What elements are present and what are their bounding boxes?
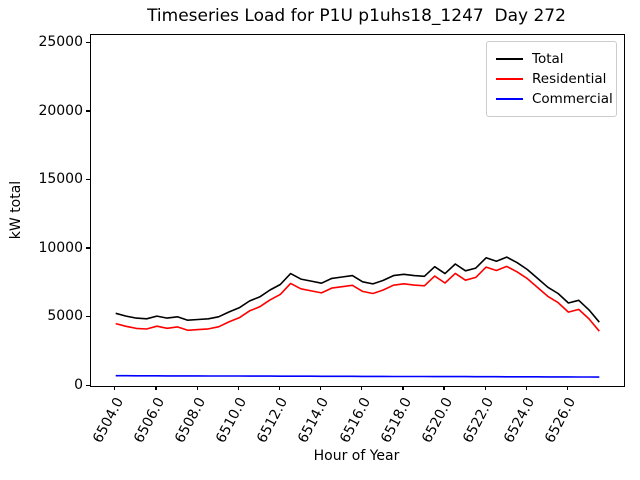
y-axis-label: kW total	[8, 180, 24, 240]
legend-label-total: Total	[532, 51, 564, 67]
x-tick-mark	[484, 386, 486, 390]
chart-title: Timeseries Load for P1U p1uhs18_1247 Day…	[147, 6, 566, 26]
total-line-sample	[496, 58, 523, 60]
legend-label-commercial: Commercial	[532, 91, 613, 107]
x-tick-mark	[196, 386, 198, 390]
legend-label-residential: Residential	[532, 71, 607, 87]
y-tick-mark	[86, 384, 90, 386]
legend-row-total: Total	[496, 49, 608, 69]
x-tick-mark	[443, 386, 445, 390]
x-tick-label: 6508.0	[171, 395, 210, 446]
x-tick-label: 6516.0	[336, 395, 374, 446]
y-tick-mark	[86, 178, 90, 181]
y-tick-mark	[86, 247, 90, 249]
x-tick-label: 6524.0	[501, 395, 539, 446]
x-tick-mark	[525, 386, 528, 390]
x-tick-mark	[361, 386, 363, 390]
x-tick-label: 6510.0	[213, 395, 251, 446]
y-tick-label: 10000	[38, 239, 83, 256]
y-tick-mark	[86, 315, 90, 318]
x-axis-label: Hour of Year	[313, 448, 400, 464]
x-tick-label: 6514.0	[295, 395, 333, 446]
x-tick-label: 6526.0	[542, 395, 580, 446]
y-tick-label: 0	[74, 377, 83, 393]
x-tick-mark	[237, 386, 239, 390]
series-lines-canvas	[115, 256, 600, 378]
legend-row-commercial: Commercial	[496, 89, 613, 109]
y-tick-label: 20000	[38, 102, 83, 119]
commercial-line-sample	[496, 98, 523, 100]
y-tick-mark	[86, 110, 90, 112]
x-tick-mark	[155, 386, 157, 390]
x-tick-label: 6504.0	[89, 395, 127, 446]
y-tick-label: 15000	[38, 171, 83, 188]
y-tick-label: 25000	[38, 34, 83, 51]
x-tick-mark	[402, 386, 404, 390]
x-tick-label: 6512.0	[254, 395, 292, 446]
residential-line	[115, 265, 600, 332]
x-tick-label: 6520.0	[418, 395, 457, 446]
legend-row-residential: Residential	[496, 69, 608, 89]
y-tick-label: 5000	[47, 308, 83, 325]
y-tick-mark	[86, 41, 90, 44]
legend: Total Residential Commercial	[486, 41, 617, 117]
x-tick-mark	[114, 386, 116, 390]
x-tick-mark	[319, 386, 322, 390]
x-tick-mark	[566, 386, 569, 390]
x-tick-label: 6518.0	[377, 395, 415, 446]
total-line	[115, 256, 600, 323]
residential-line-sample	[496, 78, 523, 80]
x-tick-label: 6522.0	[460, 395, 498, 446]
x-tick-label: 6506.0	[130, 395, 168, 446]
commercial-line	[115, 374, 600, 378]
x-tick-mark	[278, 386, 281, 390]
